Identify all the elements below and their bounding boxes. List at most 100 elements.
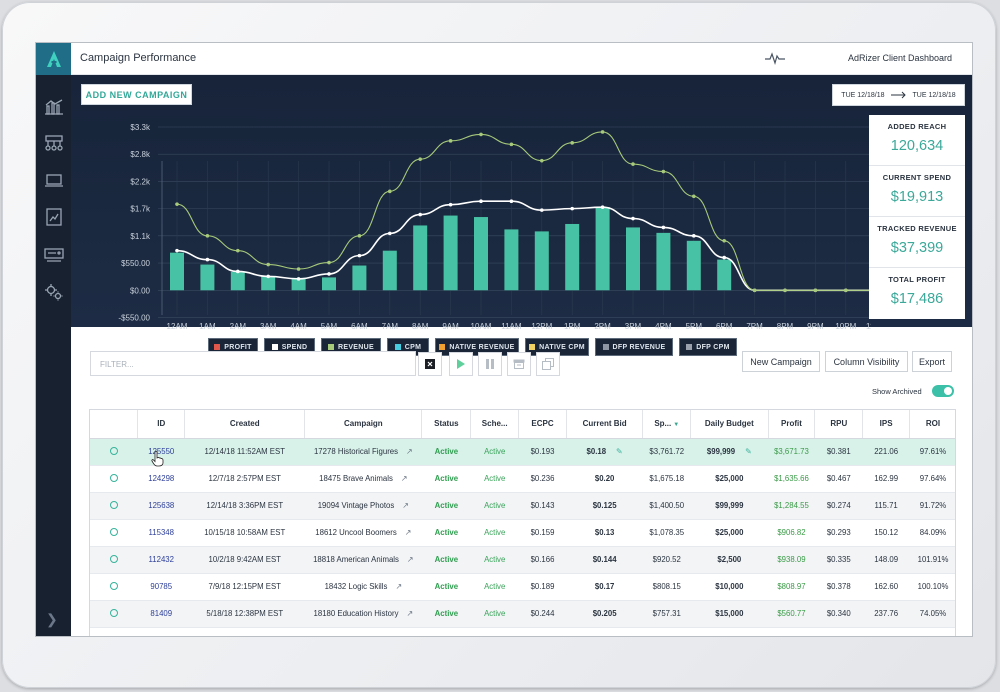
campaign-id-link[interactable]: 125550: [137, 438, 185, 466]
campaign-id-link-text[interactable]: 90785: [150, 582, 173, 591]
col-roi[interactable]: ROI: [909, 410, 955, 439]
campaign-id-link[interactable]: 81409: [137, 600, 185, 628]
chevron-right-icon[interactable]: ❯: [46, 611, 58, 627]
profit-cell-text: $808.97: [777, 582, 806, 591]
ecpc-cell-text: $0.236: [530, 474, 555, 483]
campaign-id-link-text[interactable]: 112432: [148, 555, 174, 564]
table-row[interactable]: 124298 12/7/18 2:57PM EST 18475 Brave Anim…: [90, 465, 955, 493]
external-link-icon[interactable]: ↗: [404, 528, 412, 537]
ips-cell-text: 148.09: [874, 555, 899, 564]
daily-budget-cell-text: $25,000: [715, 528, 744, 537]
show-archived-toggle[interactable]: [932, 385, 954, 397]
revenue-point: [388, 189, 392, 194]
col-current-bid[interactable]: Current Bid: [566, 410, 644, 439]
spend-point: [327, 272, 331, 276]
campaign-id-link-text[interactable]: 81409: [150, 609, 173, 618]
table-row[interactable]: 125638 12/14/18 3:36PM EST 19094 Vintage P…: [90, 492, 955, 520]
ips-cell: 148.09: [862, 546, 910, 574]
x-tick-label: 7PM: [746, 322, 763, 331]
profit-bar: [534, 231, 549, 291]
revenue-point: [692, 194, 696, 199]
col-ecpc[interactable]: ECPC: [518, 410, 567, 439]
external-link-icon[interactable]: ↗: [395, 582, 403, 591]
rpu-cell: $0.340: [814, 600, 863, 628]
date-to: TUE 12/18/18: [912, 91, 956, 99]
external-link-icon[interactable]: ↗: [402, 501, 409, 510]
adrizer-logo[interactable]: [36, 43, 71, 75]
external-link-icon[interactable]: ↗: [406, 555, 414, 564]
col-status[interactable]: Status: [421, 410, 472, 439]
pause-button[interactable]: [478, 352, 502, 376]
row-select-radio[interactable]: [109, 554, 118, 563]
column-visibility-button[interactable]: Column Visibility: [825, 351, 908, 372]
status-cell-text: Active: [434, 582, 459, 591]
campaign-id-link-text[interactable]: 125550: [148, 447, 175, 456]
col-ips[interactable]: IPS: [862, 410, 911, 439]
arrow-right-icon: [890, 91, 906, 99]
x-tick-label: 11PM: [866, 322, 871, 331]
external-link-icon[interactable]: ↗: [406, 447, 413, 456]
current-bid-cell-text: $0.17: [594, 582, 615, 591]
row-select-radio[interactable]: [109, 500, 118, 509]
date-range-picker[interactable]: TUE 12/18/18 TUE 12/18/18: [832, 84, 965, 106]
current-bid-cell: $0.17: [566, 573, 643, 601]
edit-pencil-icon[interactable]: ✎: [616, 447, 623, 456]
x-tick-label: 1AM: [199, 322, 216, 331]
col-daily-budget[interactable]: Daily Budget: [690, 410, 769, 439]
stat-label: TRACKED REVENUE: [877, 224, 957, 233]
campaign-id-link[interactable]: 112432: [137, 546, 185, 574]
legend-item-dfp-cpm[interactable]: DFP CPM: [679, 338, 737, 356]
col-id[interactable]: ID: [137, 410, 186, 439]
col-created[interactable]: Created: [184, 410, 306, 439]
duplicate-button[interactable]: [536, 352, 560, 376]
play-button[interactable]: [449, 352, 473, 376]
row-select-radio[interactable]: [109, 581, 118, 590]
stat-total-profit: TOTAL PROFIT $17,486: [869, 268, 965, 319]
col-rpu[interactable]: RPU: [814, 410, 864, 439]
gears-icon[interactable]: [43, 283, 64, 301]
legend-item-native-revenue[interactable]: NATIVE REVENUE: [435, 338, 519, 356]
server-icon[interactable]: [43, 246, 64, 264]
campaign-id-link-text[interactable]: 115348: [148, 528, 174, 537]
bar-chart-icon[interactable]: [43, 98, 64, 116]
add-new-campaign-button[interactable]: ADD NEW CAMPAIGN: [81, 84, 192, 105]
col-schedule[interactable]: Sche...: [470, 410, 520, 439]
clear-filter-button[interactable]: [418, 352, 442, 376]
row-select-radio[interactable]: [109, 473, 118, 482]
campaign-name-cell: 19094 Vintage Photos ↗: [304, 492, 422, 520]
col-campaign[interactable]: Campaign: [304, 410, 423, 439]
table-row[interactable]: 112432 10/2/18 9:42AM EST 18818 American A…: [90, 546, 955, 574]
table-row[interactable]: 90785 7/9/18 12:15PM EST 18432 Logic Skill…: [90, 573, 955, 601]
table-row[interactable]: 81409 5/18/18 12:38PM EST 18180 Education …: [90, 600, 955, 628]
campaign-id-link-text[interactable]: 124298: [148, 474, 175, 483]
row-select-radio[interactable]: [109, 446, 118, 455]
legend-item-dfp-revenue[interactable]: DFP REVENUE: [595, 338, 673, 356]
archive-button[interactable]: [507, 352, 531, 376]
tablet-report-icon[interactable]: [43, 208, 64, 226]
table-row[interactable]: 115348 10/15/18 10:58AM EST 18612 Uncool B…: [90, 519, 955, 547]
col-profit[interactable]: Profit: [768, 410, 816, 439]
row-select-radio[interactable]: [109, 608, 118, 617]
campaign-id-link-text[interactable]: 125638: [148, 501, 175, 510]
campaign-id-link[interactable]: 115348: [137, 519, 185, 547]
table-row[interactable]: 125550 12/14/18 11:52AM EST 17278 Historic…: [90, 438, 955, 466]
campaign-id-link[interactable]: 124298: [137, 465, 185, 493]
export-button[interactable]: Export: [912, 351, 952, 372]
external-link-icon[interactable]: ↗: [406, 609, 414, 618]
edit-pencil-icon[interactable]: ✎: [745, 447, 752, 456]
client-dashboard-label[interactable]: AdRizer Client Dashboard: [847, 53, 952, 63]
network-icon[interactable]: [43, 134, 64, 152]
rpu-cell-text: $0.274: [826, 501, 851, 510]
row-select-radio[interactable]: [109, 527, 118, 536]
new-campaign-button[interactable]: New Campaign: [742, 351, 820, 372]
col-spend[interactable]: Sp... ▼: [642, 410, 692, 439]
spend-point: [600, 205, 605, 209]
filter-input[interactable]: FILTER...: [90, 351, 416, 376]
external-link-icon[interactable]: ↗: [400, 474, 408, 483]
laptop-icon[interactable]: [43, 172, 64, 190]
campaign-id-link[interactable]: 125638: [137, 492, 185, 520]
legend-label: CPM: [404, 343, 422, 351]
revenue-point: [236, 248, 240, 253]
roi-cell-text: 101.91%: [917, 555, 949, 564]
campaign-id-link[interactable]: 90785: [137, 573, 185, 601]
